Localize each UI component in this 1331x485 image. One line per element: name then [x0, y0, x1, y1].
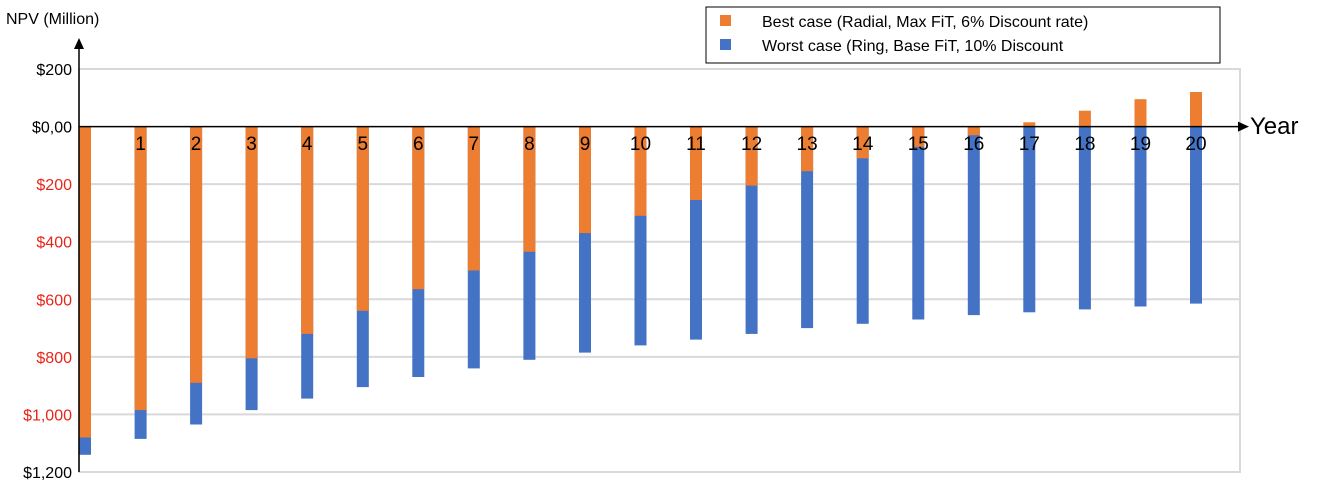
- bar-best-case-year-2: [190, 126, 203, 383]
- bar-best-case-year-5: [356, 126, 369, 311]
- legend-swatch-best-case: [720, 15, 731, 26]
- legend-label-worst-case: Worst case (Ring, Base FiT, 10% Discount: [762, 38, 1064, 55]
- bar-best-case-year-12: [745, 126, 758, 186]
- y-tick-label: $200: [36, 177, 72, 194]
- y-tick-label: $1,200: [23, 465, 72, 482]
- bar-best-case-year-3: [245, 126, 258, 359]
- x-tick-label: 15: [908, 134, 929, 155]
- axes: [74, 38, 1249, 472]
- x-tick-label: 13: [797, 134, 818, 155]
- y-axis-arrowhead: [74, 38, 84, 49]
- x-tick-label: 12: [741, 134, 762, 155]
- legend-box: [705, 6, 1221, 64]
- legend-swatch-worst-case: [720, 39, 731, 50]
- y-axis-title: NPV (Million): [6, 11, 99, 28]
- y-tick-label: $200: [36, 62, 72, 79]
- x-tick-label: 20: [1185, 134, 1206, 155]
- x-tick-label: 18: [1074, 134, 1095, 155]
- x-tick-label: 14: [852, 134, 874, 155]
- bar-best-case-year-18: [1078, 110, 1091, 127]
- y-tick-label: $400: [36, 235, 72, 252]
- bar-best-case-year-14: [856, 126, 869, 159]
- x-tick-label: 1: [135, 134, 146, 155]
- bar-worst-case-year-16: [967, 126, 980, 316]
- bar-worst-case-year-17: [1023, 126, 1036, 313]
- x-axis-arrowhead: [1238, 121, 1249, 132]
- bar-worst-case-year-20: [1190, 126, 1202, 304]
- x-tick-label: 2: [191, 134, 202, 155]
- x-tick-label: 4: [302, 134, 313, 155]
- bars: [79, 92, 1202, 455]
- bar-worst-case-year-14: [856, 126, 869, 324]
- x-tick-label: 5: [358, 134, 369, 155]
- x-tick-label: 7: [469, 134, 480, 155]
- bar-best-case-year-16: [967, 126, 980, 136]
- y-tick-label: $600: [36, 292, 72, 309]
- bar-worst-case-year-13: [801, 126, 814, 329]
- bar-worst-case-year-15: [912, 126, 925, 320]
- bar-best-case-year-8: [523, 126, 536, 252]
- x-tick-label: 19: [1130, 134, 1151, 155]
- x-tick-label: 8: [524, 134, 535, 155]
- bar-best-case-year-13: [801, 126, 814, 172]
- bar-best-case-year-7: [467, 126, 480, 271]
- legend: Best case (Radial, Max FiT, 6% Discount …: [705, 6, 1221, 64]
- bar-best-case-year-10: [634, 126, 647, 216]
- bar-best-case-year-11: [690, 126, 702, 200]
- bar-best-case-year-6: [412, 126, 425, 290]
- x-tick-label: 9: [580, 134, 591, 155]
- x-tick-label: 17: [1019, 134, 1040, 155]
- bar-worst-case-year-18: [1078, 126, 1091, 310]
- y-tick-label: $0,00: [32, 120, 72, 137]
- legend-label-best-case: Best case (Radial, Max FiT, 6% Discount …: [762, 14, 1088, 31]
- bar-best-case-year-1: [134, 126, 147, 411]
- bar-best-case-year-4: [301, 126, 314, 334]
- bar-worst-case-year-19: [1134, 126, 1147, 307]
- bar-best-case-year-20: [1190, 92, 1202, 127]
- bar-best-case-year-9: [579, 126, 591, 234]
- x-tick-label: 6: [413, 134, 424, 155]
- x-tick-label: 10: [630, 134, 651, 155]
- bar-best-case-year-0: [79, 126, 91, 438]
- y-tick-label: $1,000: [23, 407, 72, 424]
- y-tick-label: $800: [36, 350, 72, 367]
- gridlines: [78, 68, 1241, 473]
- x-axis-title: Year: [1250, 113, 1299, 140]
- bar-best-case-year-17: [1023, 122, 1036, 127]
- bar-best-case-year-19: [1134, 99, 1147, 127]
- x-tick-label: 16: [963, 134, 984, 155]
- x-tick-label: 11: [686, 134, 706, 155]
- bar-best-case-year-15: [912, 126, 925, 147]
- x-tick-label: 3: [246, 134, 257, 155]
